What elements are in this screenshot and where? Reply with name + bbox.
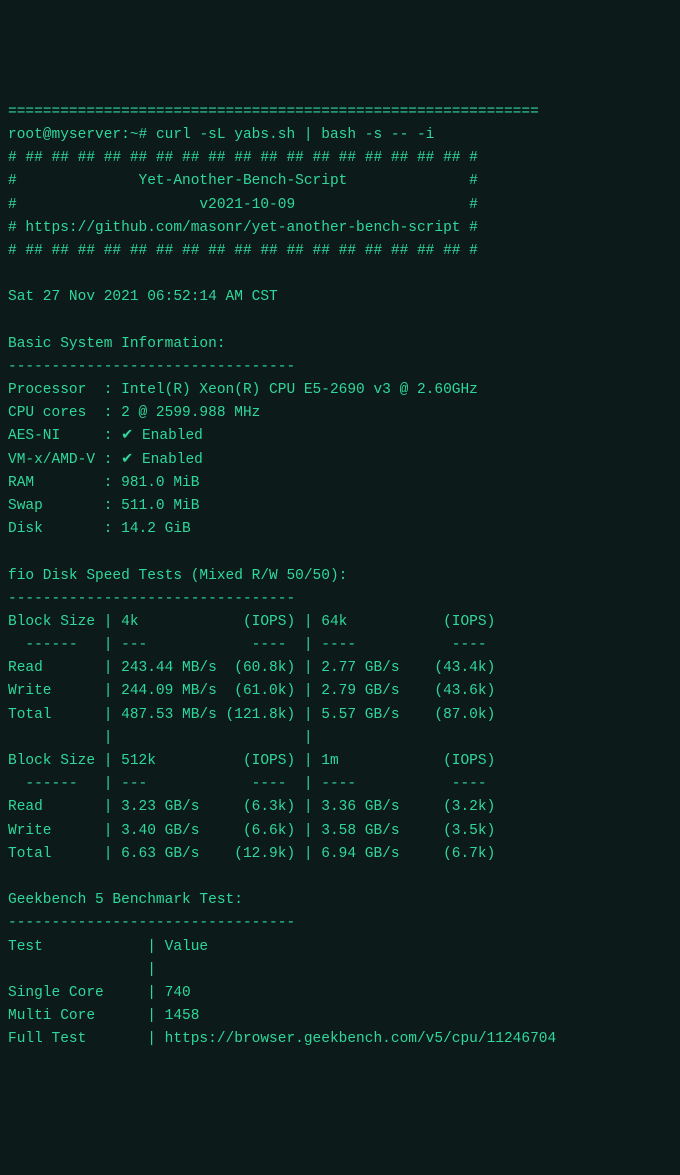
fio-row: Total | 6.63 GB/s (12.9k) | 6.94 GB/s (6…	[8, 843, 672, 866]
blank-line	[8, 263, 672, 286]
geekbench-row: |	[8, 959, 672, 982]
sysinfo-row: RAM : 981.0 MiB	[8, 472, 672, 495]
geekbench-title: Geekbench 5 Benchmark Test:	[8, 889, 672, 912]
sysinfo-row: CPU cores : 2 @ 2599.988 MHz	[8, 402, 672, 425]
sysinfo-row: AES-NI : ✔ Enabled	[8, 425, 672, 448]
timestamp: Sat 27 Nov 2021 06:52:14 AM CST	[8, 286, 672, 309]
sysinfo-rule: ---------------------------------	[8, 356, 672, 379]
fio-row: Total | 487.53 MB/s (121.8k) | 5.57 GB/s…	[8, 704, 672, 727]
command-text: curl -sL yabs.sh | bash -s -- -i	[156, 127, 434, 143]
fio-row: Read | 243.44 MB/s (60.8k) | 2.77 GB/s (…	[8, 657, 672, 680]
blank-line	[8, 541, 672, 564]
geekbench-row: Single Core | 740	[8, 982, 672, 1005]
blank-line	[8, 309, 672, 332]
banner-title: # Yet-Another-Bench-Script #	[8, 170, 672, 193]
banner-hash-top: # ## ## ## ## ## ## ## ## ## ## ## ## ##…	[8, 147, 672, 170]
sysinfo-row: Disk : 14.2 GiB	[8, 518, 672, 541]
fio-row: Read | 3.23 GB/s (6.3k) | 3.36 GB/s (3.2…	[8, 796, 672, 819]
banner-version: # v2021-10-09 #	[8, 194, 672, 217]
fio-row: Write | 3.40 GB/s (6.6k) | 3.58 GB/s (3.…	[8, 820, 672, 843]
fio-rule: ---------------------------------	[8, 588, 672, 611]
banner-url: # https://github.com/masonr/yet-another-…	[8, 217, 672, 240]
fio-row: | |	[8, 727, 672, 750]
geekbench-row: Multi Core | 1458	[8, 1005, 672, 1028]
prompt-line: root@myserver:~# curl -sL yabs.sh | bash…	[8, 124, 672, 147]
header-rule: ========================================…	[8, 101, 672, 124]
fio-row: ------ | --- ---- | ---- ----	[8, 773, 672, 796]
fio-title: fio Disk Speed Tests (Mixed R/W 50/50):	[8, 565, 672, 588]
blank-line	[8, 866, 672, 889]
geekbench-row: Full Test | https://browser.geekbench.co…	[8, 1028, 672, 1051]
geekbench-rule: ---------------------------------	[8, 912, 672, 935]
sysinfo-title: Basic System Information:	[8, 333, 672, 356]
fio-row: ------ | --- ---- | ---- ----	[8, 634, 672, 657]
shell-prompt: root@myserver:~#	[8, 127, 156, 143]
fio-row: Write | 244.09 MB/s (61.0k) | 2.79 GB/s …	[8, 680, 672, 703]
banner-hash-bottom: # ## ## ## ## ## ## ## ## ## ## ## ## ##…	[8, 240, 672, 263]
geekbench-row: Test | Value	[8, 936, 672, 959]
fio-row: Block Size | 512k (IOPS) | 1m (IOPS)	[8, 750, 672, 773]
sysinfo-row: Swap : 511.0 MiB	[8, 495, 672, 518]
sysinfo-row: VM-x/AMD-V : ✔ Enabled	[8, 449, 672, 472]
sysinfo-row: Processor : Intel(R) Xeon(R) CPU E5-2690…	[8, 379, 672, 402]
fio-row: Block Size | 4k (IOPS) | 64k (IOPS)	[8, 611, 672, 634]
